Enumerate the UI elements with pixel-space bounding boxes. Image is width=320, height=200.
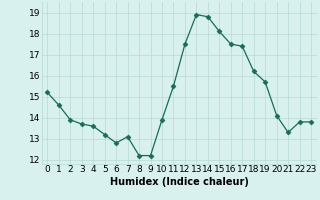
X-axis label: Humidex (Indice chaleur): Humidex (Indice chaleur) bbox=[110, 177, 249, 187]
